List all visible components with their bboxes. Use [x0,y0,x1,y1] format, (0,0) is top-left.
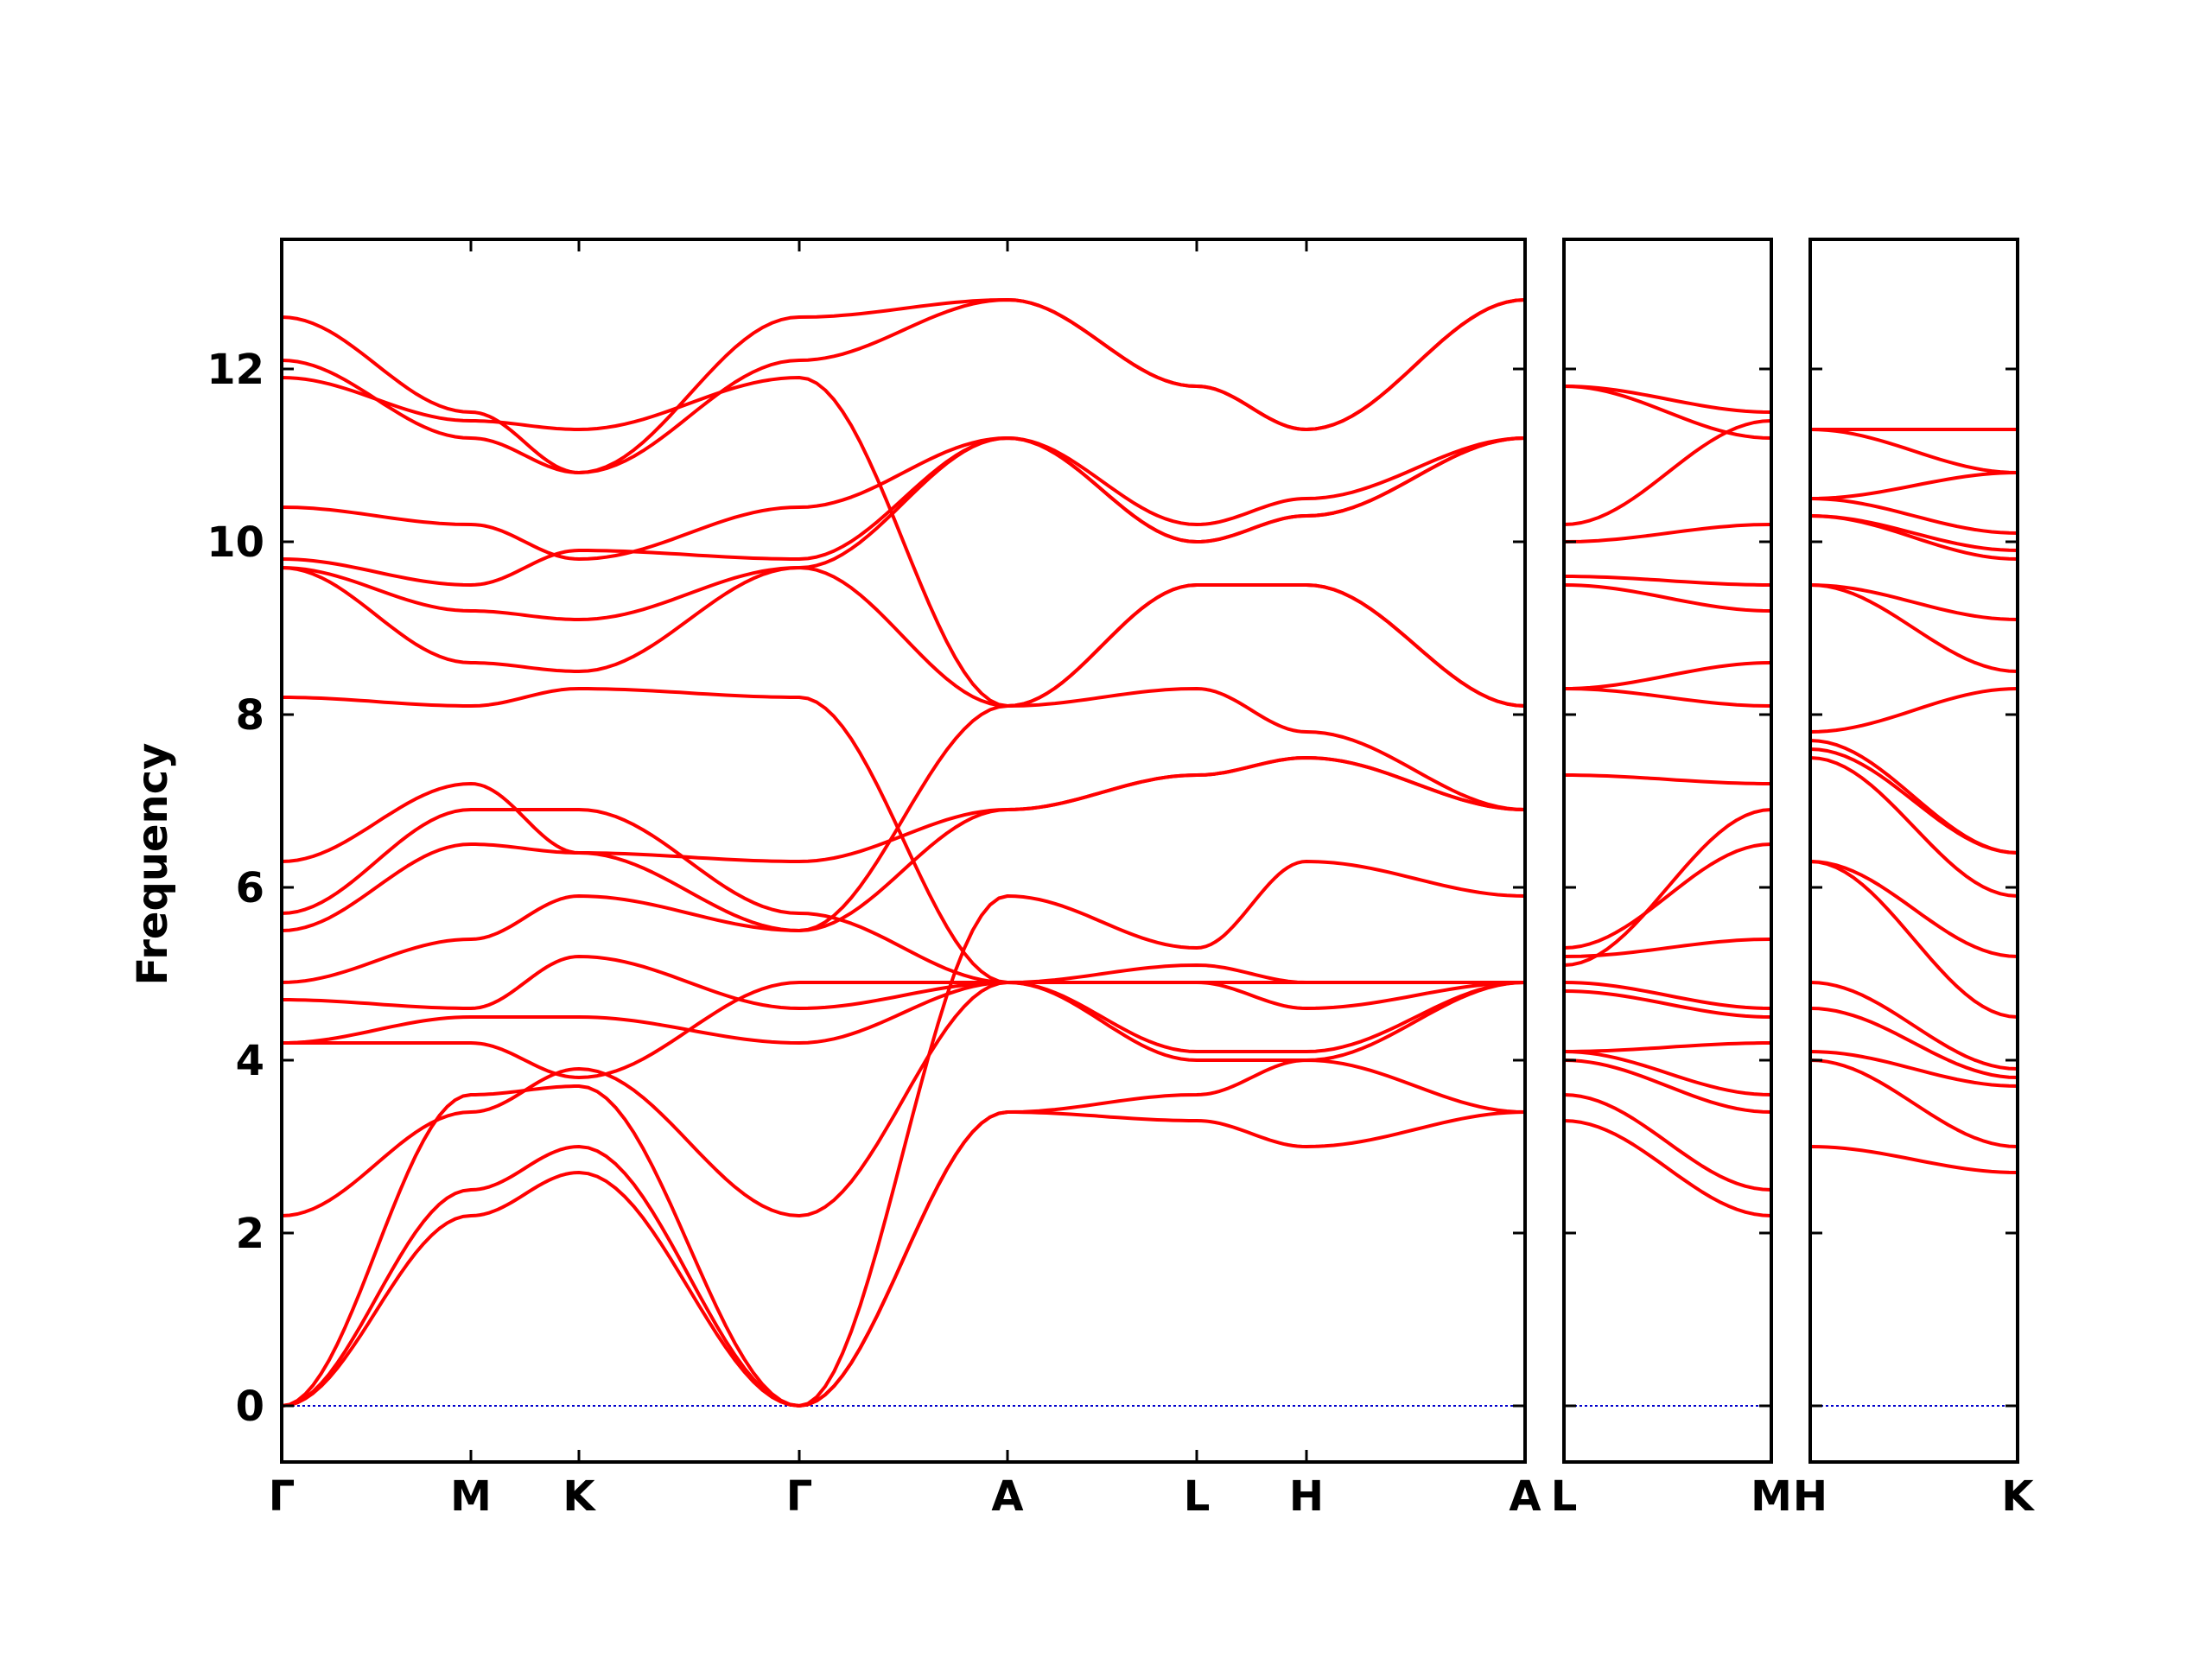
x-tick-label: A [1509,1472,1541,1521]
LM-band-7 [1562,981,1773,1010]
frames-layer [280,238,2019,1464]
x-tick-label: K [2001,1472,2035,1521]
LM-band-12 [1562,687,1773,708]
LM-band-17 [1562,419,1773,526]
main-band-11 [280,756,1527,863]
x-tick-label: H [1289,1472,1324,1521]
bands-layer [280,298,2019,1408]
x-tick-label: L [1551,1472,1578,1521]
HK-band-12 [1808,583,2019,673]
LM-band-10 [1562,808,1773,967]
HK-band-1 [1808,1145,2019,1174]
HK-band-7 [1808,860,2019,958]
LM-band-14 [1562,583,1773,613]
main-band-2 [280,1058,1527,1408]
LM-band-6 [1562,989,1773,1019]
LM-band-11 [1562,773,1773,785]
main-band-3 [280,860,1527,1408]
x-tick-label: Γ [269,1472,296,1521]
x-tick-label: A [991,1472,1023,1521]
y-tick-label: 12 [207,346,264,394]
x-tick-label: M [1751,1472,1792,1521]
HK-band-10 [1808,739,2019,855]
HK-band-5 [1808,981,2019,1071]
HK-band-18 [1808,428,2019,474]
main-band-16 [280,436,1527,561]
HK-band-3 [1808,1050,2019,1088]
x-tick-label: Γ [786,1472,813,1521]
HK-band-17 [1808,471,2019,500]
main-band-12 [280,687,1527,984]
main-band-15 [280,436,1527,587]
main-band-5 [280,981,1527,1079]
y-tick-label: 8 [236,691,264,740]
HK-band-16 [1808,497,2019,535]
y-tick-label: 0 [236,1382,264,1431]
HK-band-8 [1808,756,2019,898]
HK-band-2 [1808,1058,2019,1148]
LM-band-3 [1562,1058,1773,1114]
panel-frame-HK [1808,238,2019,1464]
main-band-6 [280,981,1527,1045]
LM-band-15 [1562,575,1773,587]
x-tick-label: M [450,1472,492,1521]
main-band-18 [280,298,1527,474]
y-axis-label: Frequency [129,743,177,986]
LM-band-2 [1562,1093,1773,1192]
HK-band-14 [1808,514,2019,561]
HK-band-4 [1808,1007,2019,1079]
LM-band-9 [1562,842,1773,950]
y-tick-label: 2 [236,1210,264,1258]
y-tick-label: 4 [236,1037,264,1085]
LM-band-1 [1562,1119,1773,1217]
x-tick-label: L [1184,1472,1211,1521]
LM-band-16 [1562,523,1773,543]
main-band-17 [280,376,1527,708]
panel-frame-LM [1562,238,1773,1464]
y-tick-label: 10 [207,518,264,567]
x-tick-label: H [1793,1472,1827,1521]
HK-band-11 [1808,687,2019,734]
main-band-19 [280,298,1527,474]
LM-band-5 [1562,1041,1773,1053]
y-tick-label: 6 [236,864,264,912]
HK-band-13 [1808,583,2019,621]
HK-band-6 [1808,860,2019,1019]
main-band-7 [280,955,1527,1010]
x-tick-label: K [563,1472,596,1521]
main-band-9 [280,687,1527,932]
LM-band-19 [1562,385,1773,414]
LM-band-13 [1562,661,1773,690]
HK-band-15 [1808,514,2019,552]
panel-frame-main [280,238,1527,1464]
LM-band-4 [1562,1050,1773,1096]
main-band-13 [280,566,1527,708]
main-band-4 [280,981,1527,1217]
